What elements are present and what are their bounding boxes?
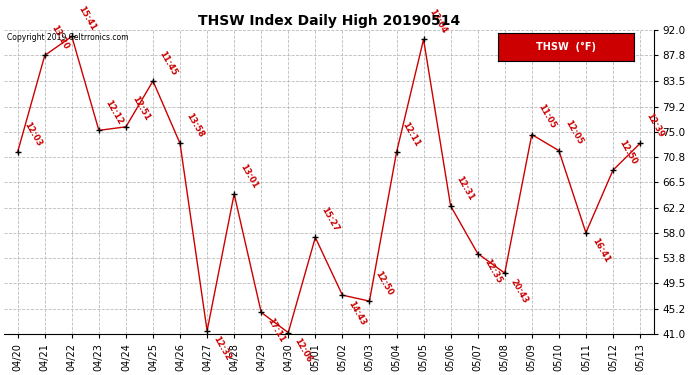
Text: 12:35: 12:35 — [482, 258, 503, 285]
Text: 12:11: 12:11 — [401, 120, 422, 148]
Text: 20:43: 20:43 — [509, 277, 530, 305]
Text: 12:39: 12:39 — [644, 112, 665, 139]
Text: 13:58: 13:58 — [184, 112, 206, 139]
Title: THSW Index Daily High 20190514: THSW Index Daily High 20190514 — [198, 14, 460, 28]
Text: 12:12: 12:12 — [103, 98, 124, 126]
Text: 12:50: 12:50 — [617, 138, 638, 166]
Text: 12:06: 12:06 — [293, 337, 314, 364]
Text: 16:41: 16:41 — [590, 237, 611, 265]
Text: 14:43: 14:43 — [346, 299, 368, 327]
Text: 12:05: 12:05 — [563, 119, 584, 146]
Text: 12:51: 12:51 — [130, 95, 151, 123]
Text: 15:27: 15:27 — [319, 206, 341, 233]
Text: 13:04: 13:04 — [428, 8, 448, 35]
Text: 13:01: 13:01 — [238, 162, 259, 190]
Text: 13:20: 13:20 — [49, 24, 70, 51]
Text: 11:45: 11:45 — [157, 49, 179, 77]
Text: 12:50: 12:50 — [373, 269, 395, 297]
Text: 12:31: 12:31 — [455, 174, 476, 202]
Text: Copyright 2019 Celtrronics.com: Copyright 2019 Celtrronics.com — [8, 33, 129, 42]
Text: 17:11: 17:11 — [266, 316, 286, 344]
Text: 15:41: 15:41 — [76, 4, 97, 32]
Text: 12:32: 12:32 — [211, 335, 233, 363]
Text: 11:05: 11:05 — [536, 103, 557, 130]
Text: 12:03: 12:03 — [22, 120, 43, 148]
